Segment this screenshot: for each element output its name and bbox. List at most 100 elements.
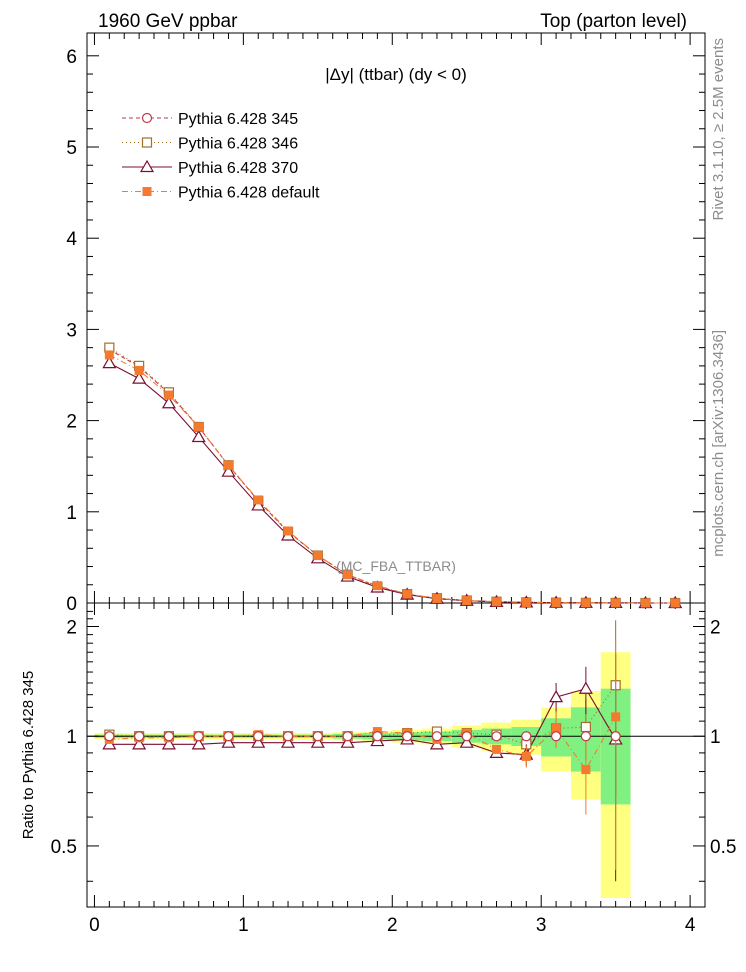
ratio-axis-ticks: 0.5 0.5 1 1 2 2 0 1 2 3 4 [51,603,736,936]
y-tick-label: 3 [66,320,77,341]
x-tick-label: 2 [387,915,398,936]
ratio-data-point [251,735,266,748]
y-tick-label: 2 [66,412,77,433]
data-point [251,498,266,511]
ratio-data-point [492,744,502,754]
ratio-reference-point [223,731,234,742]
data-point [581,598,591,608]
ratio-series-line [109,716,617,771]
ratio-y-axis-label: Ratio to Pythia 6.428 345 [20,671,37,839]
data-point [164,390,174,400]
ratio-y-tick-label: 1 [66,727,77,748]
ratio-reference-point [610,731,621,742]
x-tick-label: 1 [238,915,249,936]
ratio-data-point [340,735,355,748]
data-point [132,371,147,384]
data-point [521,597,531,607]
ratio-data-point [221,735,236,748]
ratio-reference-point [253,731,264,742]
legend-marker [139,159,155,173]
data-point [432,593,442,603]
ratio-reference-point [491,731,502,742]
legend-label: Pythia 6.428 346 [178,136,298,153]
legend-marker [141,112,153,124]
legend-label: Pythia 6.428 345 [178,111,298,128]
data-point [462,596,472,606]
ratio-y-tick-label: 2 [66,617,77,638]
ratio-reference-point [580,731,591,742]
analysis-label: (MC_FBA_TTBAR) [336,558,456,574]
ratio-data-point [281,735,296,748]
data-point [670,598,680,608]
ratio-reference-point [431,731,443,742]
data-point [194,422,204,432]
ratio-data-point [549,689,564,703]
data-point [372,581,382,591]
ratio-reference-point [163,731,175,742]
ratio-data-point [521,751,531,761]
ratio-reference-point [312,731,323,742]
ratio-plot-frame [86,602,706,908]
legend-marker [141,137,153,148]
data-point [223,460,233,470]
header-right-label: Top (parton level) [540,11,687,32]
x-tick-label: 0 [89,915,100,936]
mcplots-label: mcplots.cern.ch [arXiv:1306.3436] [710,330,727,557]
y-tick-label: 0 [66,594,77,615]
data-point [134,365,144,375]
header-left-label: 1960 GeV ppbar [98,11,238,32]
y-tick-label: 5 [66,138,77,159]
main-series-group [102,342,683,609]
ratio-data-point [578,681,593,694]
data-point [104,350,114,360]
ratio-reference-point [550,731,562,742]
ratio-data-point [580,721,591,733]
ratio-y-tick-label-right: 0.5 [710,837,736,858]
main-axis-ticks: 0 1 2 3 4 5 6 [66,33,705,615]
x-tick-label: 3 [536,915,547,936]
ratio-data-point [191,737,206,750]
data-point [640,598,650,608]
ratio-reference-point [104,731,115,742]
y-tick-label: 6 [66,47,77,68]
ratio-reference-point [372,731,383,742]
rivet-version-label: Rivet 3.1.10, ≥ 2.5M events [710,38,727,221]
legend-label: Pythia 6.428 default [178,185,320,202]
data-point [253,495,263,505]
ratio-y-tick-label-right: 2 [710,617,721,638]
y-tick-label: 1 [66,503,77,524]
data-point [221,464,236,477]
ratio-data-point [459,735,474,748]
data-point [191,429,206,443]
ratio-reference-point [282,731,294,742]
ratio-reference-point [193,731,204,742]
legend-label: Pythia 6.428 370 [178,160,298,177]
ratio-y-tick-label-right: 1 [710,727,721,748]
data-point [492,597,502,607]
data-point [402,589,412,599]
data-point [313,551,323,561]
data-point [343,570,353,580]
legend-marker [142,187,152,196]
ratio-reference-point [461,731,472,742]
data-point [283,526,293,536]
ratio-data-point [132,737,147,750]
ratio-reference-point [134,731,145,742]
ratio-reference-point [521,731,532,742]
ratio-data-point [310,735,325,748]
plot-title: |Δy| (ttbar) (dy < 0) [325,65,467,84]
ratio-reference-point [342,731,353,742]
ratio-y-tick-label: 0.5 [51,837,77,858]
ratio-series-group [102,620,623,882]
x-tick-label: 4 [685,915,696,936]
ratio-data-point [581,765,591,775]
ratio-data-point [611,712,621,722]
ratio-reference-point [402,731,413,742]
ratio-data-point [161,737,176,750]
data-point [102,355,117,369]
legend: Pythia 6.428 345 Pythia 6.428 346 Pythia 6… [122,111,320,202]
data-point [551,598,561,608]
data-point [611,598,621,608]
y-tick-label: 4 [66,229,77,250]
